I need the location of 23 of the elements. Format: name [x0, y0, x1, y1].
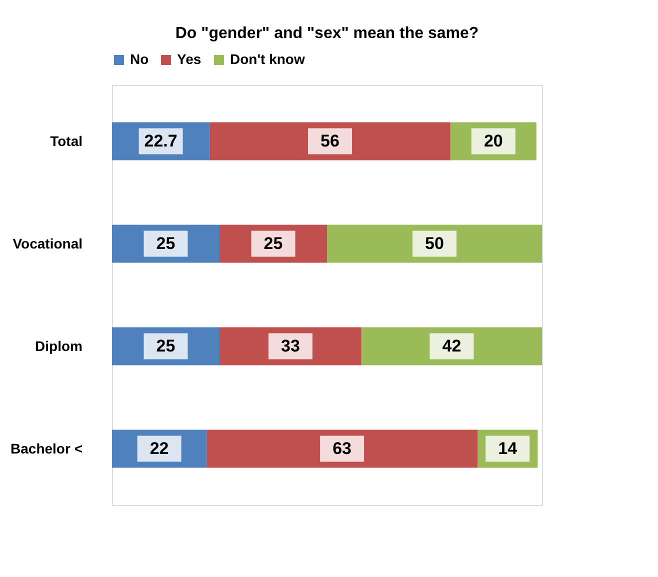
- data-label: 63: [332, 438, 352, 458]
- y-tick-label: Vocational: [12, 235, 82, 252]
- data-label: 25: [156, 336, 176, 356]
- bar: [327, 224, 542, 263]
- legend-label: Don't know: [230, 51, 305, 67]
- data-label: 33: [280, 336, 300, 356]
- data-label: 42: [442, 336, 462, 356]
- data-label: 25: [156, 234, 176, 253]
- data-label: 22: [150, 438, 169, 458]
- data-label: 50: [425, 234, 444, 253]
- data-label: 25: [264, 234, 283, 253]
- data-label: 14: [498, 438, 518, 458]
- chart-title: Do "gender" and "sex" mean the same?: [175, 25, 479, 42]
- data-label: 56: [320, 131, 340, 150]
- data-label: 20: [484, 131, 503, 150]
- data-label: 22.7: [144, 131, 178, 150]
- legend-label: No: [130, 51, 149, 67]
- bar: [210, 122, 450, 160]
- y-tick-label: Bachelor <: [10, 440, 82, 456]
- y-tick-label: Diplom: [35, 338, 82, 354]
- legend-label: Yes: [177, 51, 202, 67]
- bar: [206, 430, 478, 468]
- y-tick-label: Total: [50, 132, 82, 149]
